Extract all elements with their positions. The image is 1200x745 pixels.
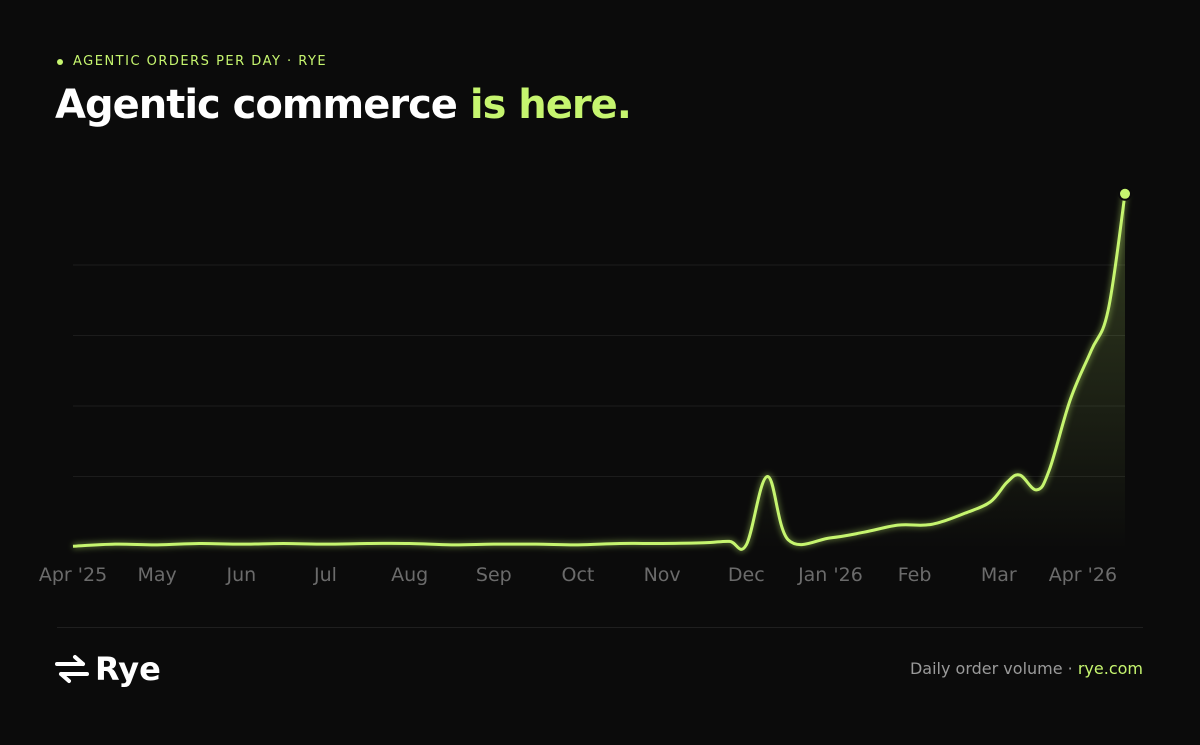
line bbox=[72, 193, 1127, 551]
x-tick-label: Jan '26 bbox=[797, 564, 863, 586]
x-tick-label: Mar bbox=[981, 564, 1017, 586]
x-tick-label: Jun bbox=[225, 564, 256, 586]
area bbox=[73, 193, 1125, 550]
eyebrow: AGENTIC ORDERS PER DAY · RYE bbox=[57, 54, 327, 69]
x-tick-label: Apr '26 bbox=[1049, 564, 1117, 586]
footer: Daily order volume · rye.com bbox=[910, 659, 1143, 678]
x-tick-label: Jul bbox=[313, 564, 337, 586]
dot bbox=[57, 58, 63, 65]
chart: Apr '25 May Jun Jul Aug Sep Oct Nov Dec Jan '26 Fe… bbox=[39, 186, 1132, 586]
footer-text: Daily order volume · bbox=[909, 659, 1073, 678]
x-tick-label: Nov bbox=[644, 564, 681, 586]
footer-link[interactable]: rye.com bbox=[1077, 659, 1143, 678]
title-highlight: is here. bbox=[469, 82, 632, 128]
x-tick-label: Feb bbox=[898, 564, 932, 586]
headline: Agentic commerce is here. bbox=[55, 82, 632, 128]
x-tick-label: Sep bbox=[476, 564, 512, 586]
logo-text: Rye bbox=[95, 650, 161, 688]
x-tick-label: Dec bbox=[728, 564, 765, 586]
x-tick-label: Aug bbox=[391, 564, 428, 586]
title: Agentic commerce bbox=[55, 82, 458, 128]
divider bbox=[57, 627, 1143, 628]
eyebrow-text: AGENTIC ORDERS PER DAY · RYE bbox=[73, 54, 328, 69]
line-glow bbox=[72, 193, 1128, 553]
end-point bbox=[1118, 186, 1132, 201]
x-tick-label: Oct bbox=[562, 564, 595, 586]
logo-icon bbox=[55, 655, 89, 683]
x-tick-label: May bbox=[138, 564, 177, 586]
x-tick-label: Apr '25 bbox=[39, 564, 107, 586]
logo: Rye bbox=[55, 650, 161, 688]
